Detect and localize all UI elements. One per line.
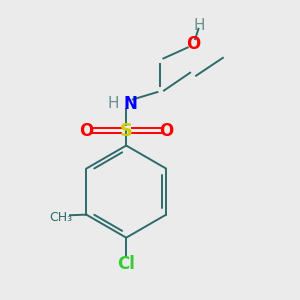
Text: CH₃: CH₃ xyxy=(50,211,73,224)
Text: H: H xyxy=(107,95,118,110)
Text: O: O xyxy=(186,35,200,53)
Text: N: N xyxy=(124,95,138,113)
Text: Cl: Cl xyxy=(117,255,135,273)
Text: H: H xyxy=(193,18,205,33)
Text: S: S xyxy=(120,122,133,140)
Text: O: O xyxy=(159,122,173,140)
Text: O: O xyxy=(79,122,93,140)
